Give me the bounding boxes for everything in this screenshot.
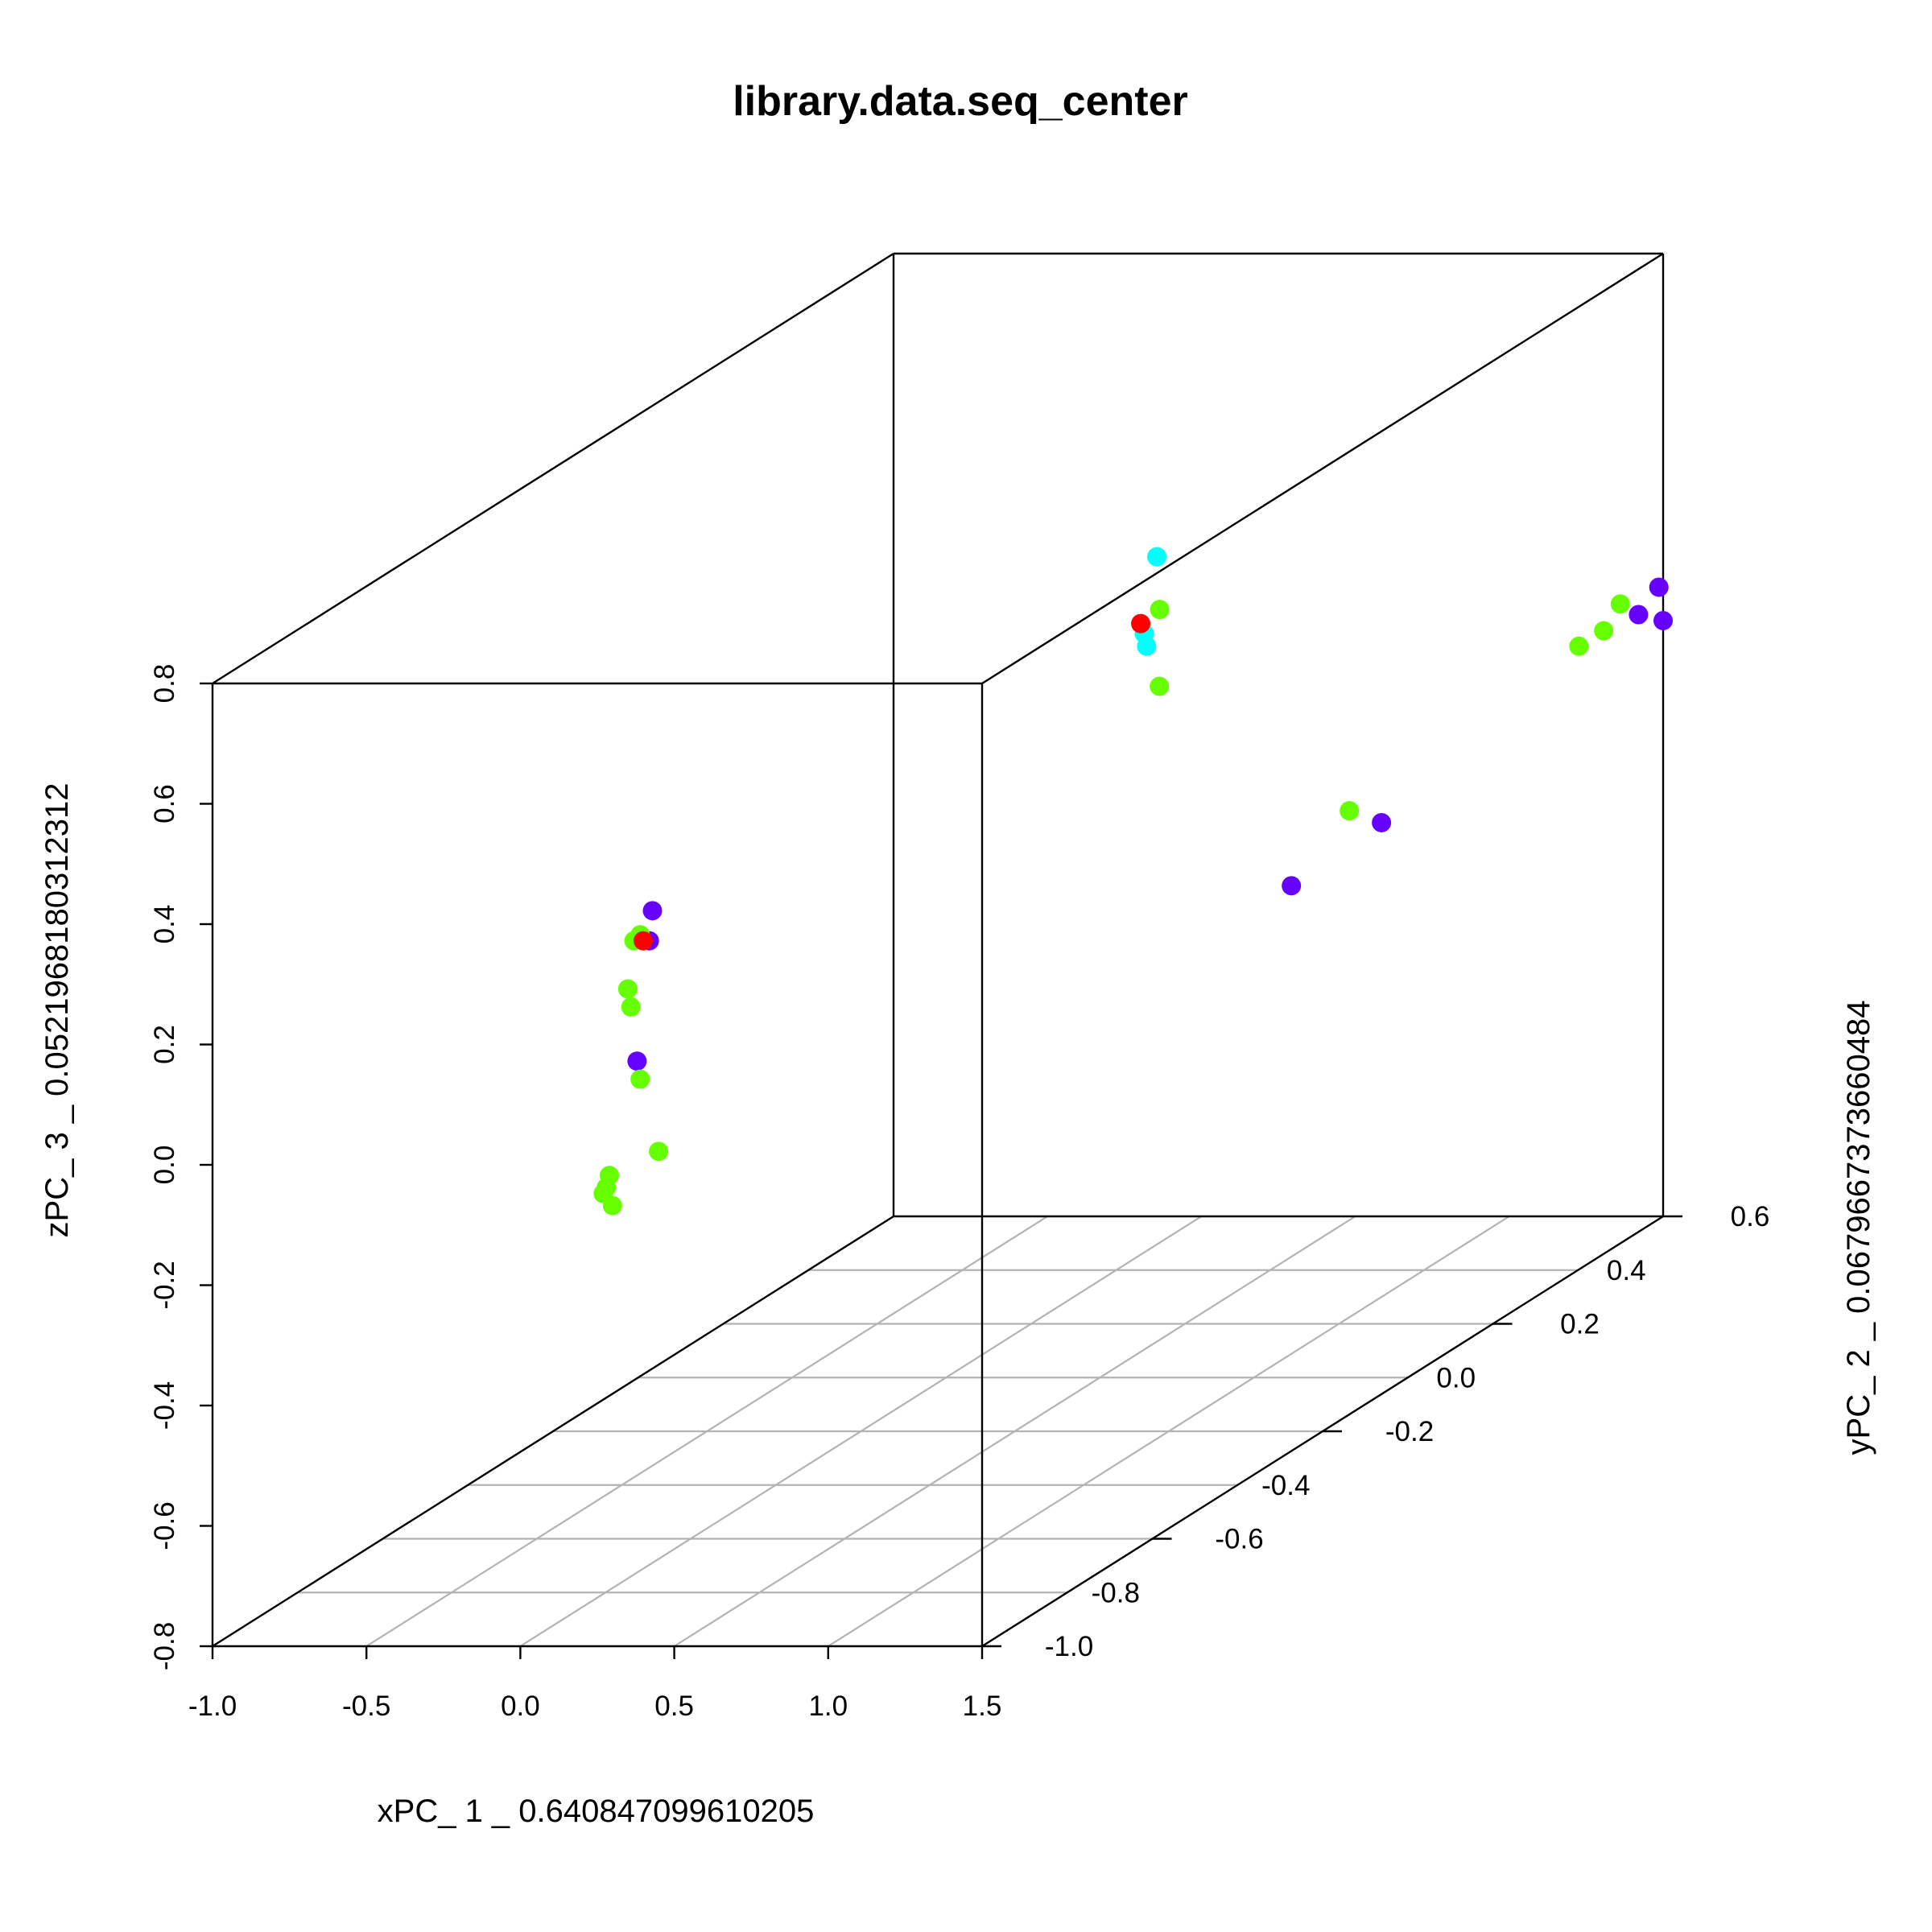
x-tick-label: 1.5 bbox=[963, 1690, 1002, 1722]
y-tick-label: -0.8 bbox=[1092, 1577, 1140, 1608]
z-tick-label: -0.8 bbox=[149, 1622, 180, 1670]
data-point bbox=[617, 979, 638, 999]
x-tick-label: -0.5 bbox=[342, 1690, 390, 1722]
y-axis-label: yPC_ 2 _ 0.0679667373660484 bbox=[1841, 1001, 1876, 1455]
data-point bbox=[1147, 547, 1167, 567]
z-tick-label: 0.6 bbox=[149, 784, 180, 824]
data-point bbox=[1372, 812, 1392, 832]
x-tick-label: -1.0 bbox=[188, 1690, 237, 1722]
data-point bbox=[1150, 600, 1170, 620]
box-edge bbox=[981, 252, 1664, 685]
y-tick-label: -0.4 bbox=[1261, 1470, 1310, 1501]
data-point bbox=[1282, 876, 1302, 896]
chart-title: library.data.seq_center bbox=[733, 78, 1188, 125]
y-axis: -1.0 -0.8 -0.6 -0.4 -0.20.0 0.20.4 0.6 bbox=[982, 1201, 1769, 1662]
z-tick-label: -0.4 bbox=[149, 1381, 180, 1430]
z-axis: -0.8 -0.6 -0.4 -0.2 0.0 0.2 0.4 0.6 0.8 bbox=[149, 664, 213, 1670]
box-edge bbox=[212, 252, 894, 685]
floor-grid bbox=[297, 1216, 1579, 1647]
data-point bbox=[627, 1051, 647, 1071]
x-tick-label: 1.0 bbox=[808, 1690, 848, 1722]
z-tick-label: 0.0 bbox=[149, 1146, 180, 1185]
x-tick-label: 0.0 bbox=[501, 1690, 540, 1722]
data-point bbox=[1629, 605, 1649, 625]
x-axis: -1.0 -0.5 0.0 0.5 1.0 1.5 bbox=[188, 1646, 1001, 1722]
box-edge bbox=[212, 1215, 894, 1648]
data-point bbox=[649, 1141, 669, 1162]
data-point bbox=[642, 901, 663, 921]
data-points bbox=[593, 547, 1673, 1216]
y-tick-label: 0.4 bbox=[1607, 1255, 1646, 1286]
data-point bbox=[1131, 613, 1151, 634]
data-point bbox=[621, 997, 641, 1017]
z-axis-label: zPC_ 3 _ 0.0521968180312312 bbox=[39, 783, 75, 1238]
z-tick-label: -0.6 bbox=[149, 1501, 180, 1550]
data-point bbox=[1649, 577, 1669, 597]
x-tick-label: 0.5 bbox=[654, 1690, 694, 1722]
data-point bbox=[1569, 636, 1589, 656]
data-point bbox=[602, 1195, 622, 1216]
data-point bbox=[1594, 621, 1614, 641]
data-point bbox=[1610, 594, 1630, 614]
x-axis-label: xPC_ 1 _ 0.640847099610205 bbox=[378, 1794, 815, 1829]
y-tick-label: 0.0 bbox=[1436, 1362, 1476, 1393]
data-point bbox=[1150, 676, 1170, 696]
plot-box bbox=[211, 252, 1665, 1648]
z-tick-label: -0.2 bbox=[149, 1261, 180, 1309]
data-point bbox=[634, 931, 654, 951]
y-tick-label: 0.2 bbox=[1560, 1309, 1600, 1340]
z-tick-label: 0.2 bbox=[149, 1025, 180, 1064]
data-point bbox=[1653, 610, 1673, 630]
y-tick-label: 0.6 bbox=[1731, 1201, 1770, 1232]
y-tick-label: -1.0 bbox=[1045, 1631, 1093, 1662]
z-tick-label: 0.8 bbox=[149, 664, 180, 704]
data-point bbox=[630, 1069, 650, 1089]
z-tick-label: 0.4 bbox=[149, 905, 180, 944]
y-tick-label: -0.2 bbox=[1385, 1416, 1434, 1447]
y-tick-label: -0.6 bbox=[1215, 1524, 1263, 1555]
data-point bbox=[1340, 801, 1360, 821]
